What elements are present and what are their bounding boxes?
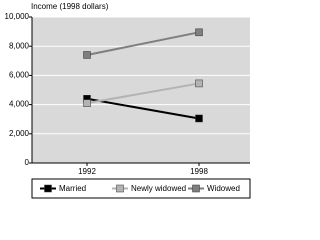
y-tick-label: 0 [25, 158, 30, 167]
y-tick-label: 8,000 [9, 41, 30, 50]
legend-box [31, 178, 251, 199]
point-marker [195, 114, 203, 123]
legend-marker [192, 184, 200, 193]
series-line [86, 82, 200, 105]
legend-label: Married [59, 184, 86, 193]
legend-label: Newly widowed [131, 184, 186, 193]
legend-label: Widowed [207, 184, 240, 193]
chart: Income (1998 dollars) 0 2,000 4,000 6,000 8,… [5, 2, 251, 199]
x-tick-label: 1998 [190, 167, 208, 176]
point-marker [195, 28, 203, 37]
point-marker [195, 79, 203, 88]
point-marker [83, 51, 91, 59]
y-tick-label: 4,000 [9, 100, 30, 109]
y-tick-label: 2,000 [9, 129, 30, 138]
series-line [86, 31, 200, 56]
y-tick-label: 6,000 [9, 71, 30, 80]
legend-marker [44, 184, 52, 193]
point-marker [83, 99, 91, 107]
series-line [86, 97, 200, 120]
y-tick-label: 10,000 [5, 12, 30, 21]
plot-area [32, 17, 250, 163]
legend-marker [116, 184, 124, 193]
x-tick-label: 1992 [78, 167, 96, 176]
y-axis-label: Income (1998 dollars) [31, 2, 109, 11]
